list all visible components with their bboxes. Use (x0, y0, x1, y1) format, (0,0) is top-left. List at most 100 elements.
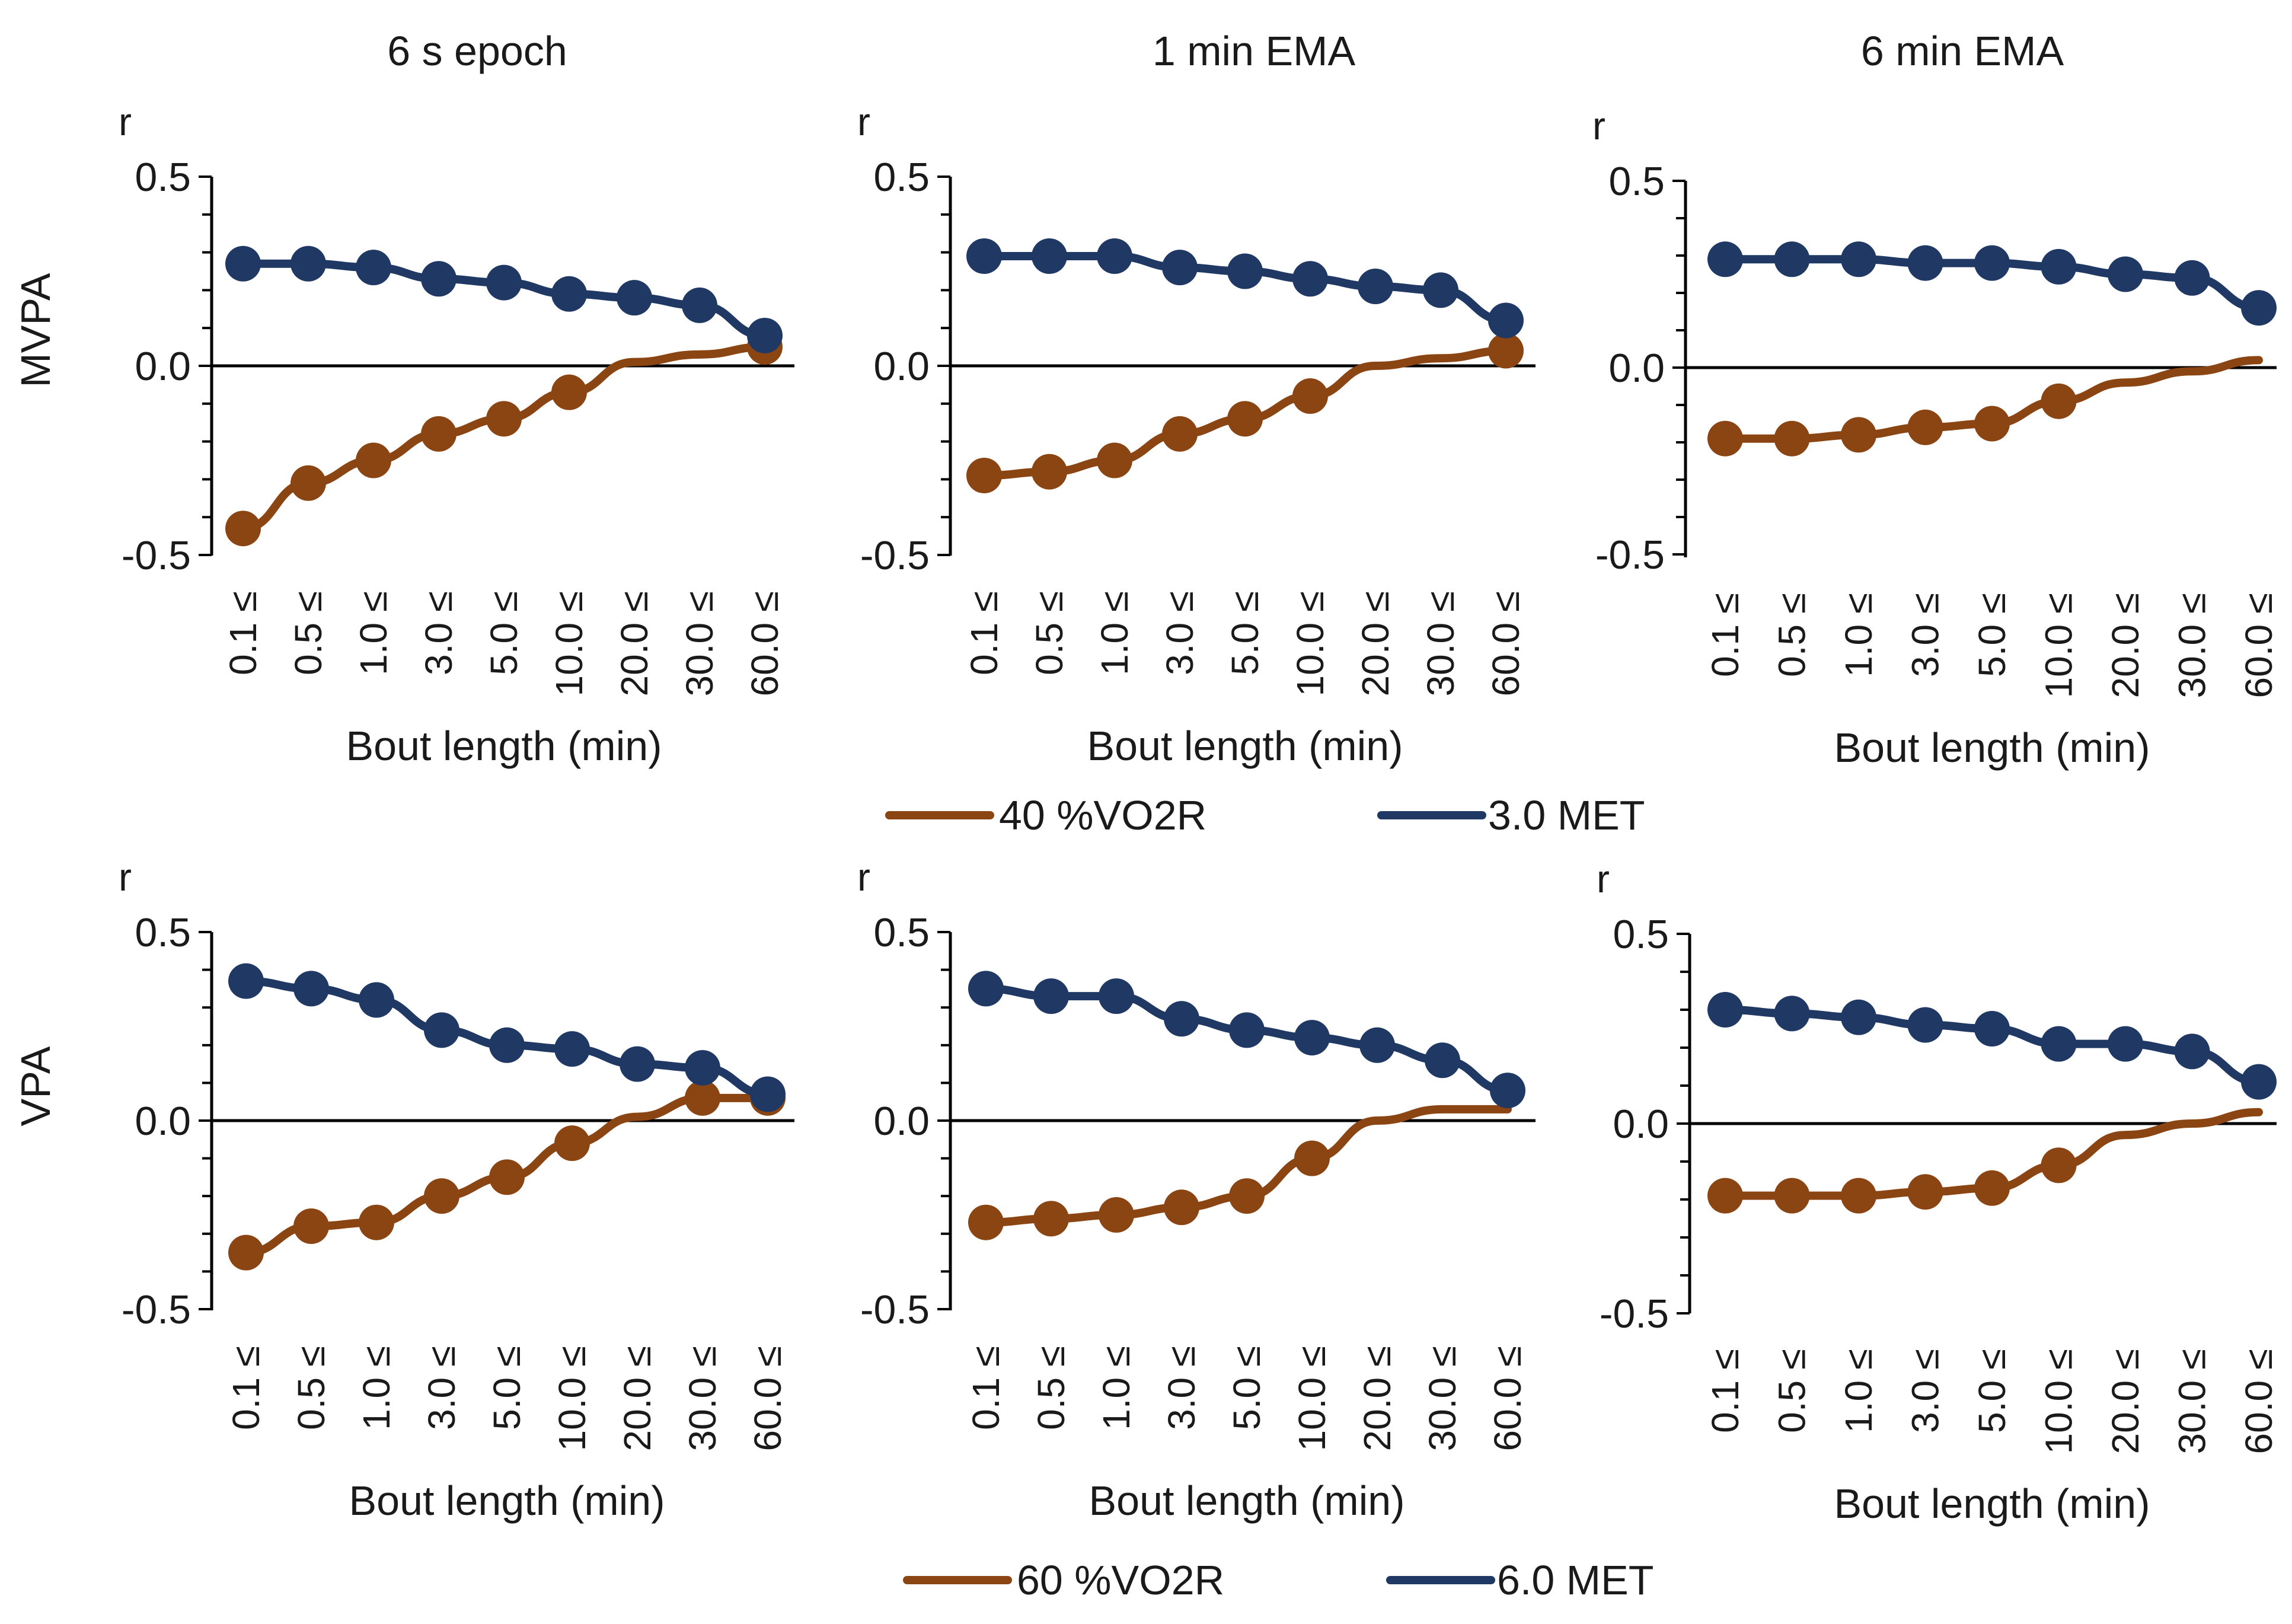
data-point (1097, 442, 1132, 478)
data-point (486, 401, 522, 437)
data-point (1032, 238, 1067, 274)
data-point (1974, 245, 2010, 281)
data-point (1162, 250, 1198, 286)
data-point (489, 1159, 525, 1195)
data-point (1488, 302, 1524, 339)
x-tick-label: 0.5 ≤ (287, 591, 330, 675)
data-point (1359, 1027, 1395, 1063)
legend-label: 60 %VO2R (1017, 1557, 1224, 1603)
y-unit-label: r (119, 855, 132, 899)
y-tick-label: -0.5 (1600, 1291, 1669, 1336)
x-tick-label: 20.0 ≤ (2104, 1349, 2147, 1454)
data-point (1974, 1011, 2010, 1046)
data-point (1707, 241, 1743, 277)
data-point (1032, 454, 1067, 490)
data-point (2041, 1147, 2077, 1183)
x-tick-label: 0.1 ≤ (963, 591, 1005, 675)
x-tick-label: 30.0 ≤ (678, 591, 721, 696)
data-point (1229, 1012, 1265, 1048)
data-point (1164, 1189, 1199, 1226)
y-unit-label: r (119, 100, 132, 143)
data-point (228, 1234, 264, 1271)
legend-label: 6.0 MET (1497, 1557, 1654, 1603)
data-point (1033, 978, 1069, 1014)
x-tick-label: 10.0 ≤ (1291, 1346, 1333, 1451)
data-point (1097, 238, 1132, 274)
data-point (293, 971, 329, 1007)
data-point (2241, 290, 2277, 326)
data-point (356, 442, 391, 478)
x-tick-label: 5.0 ≤ (1971, 593, 2013, 677)
data-point (356, 250, 391, 286)
y-axis-label: MVPA (12, 273, 59, 387)
y-tick-label: -0.5 (860, 533, 930, 578)
x-tick-label: 20.0 ≤ (613, 591, 656, 696)
x-tick-label: 3.0 ≤ (1904, 1349, 1947, 1433)
data-point (685, 1080, 720, 1116)
data-point (1162, 416, 1198, 452)
data-point (2108, 1026, 2143, 1062)
x-tick-label: 20.0 ≤ (616, 1346, 659, 1451)
data-point (489, 1027, 525, 1063)
data-point (1425, 1042, 1460, 1079)
x-tick-label: 1.0 ≤ (355, 1346, 398, 1430)
data-point (966, 238, 1002, 274)
data-point (2174, 260, 2210, 296)
data-point (359, 1204, 394, 1240)
data-point (1774, 996, 1810, 1032)
data-point (1907, 245, 1943, 281)
data-point (2041, 383, 2077, 419)
data-point (1841, 999, 1876, 1035)
data-point (1292, 378, 1328, 414)
data-point (685, 1049, 720, 1086)
y-tick-label: -0.5 (860, 1287, 930, 1332)
data-point (551, 276, 587, 312)
data-point (682, 287, 717, 323)
x-tick-label: 10.0 ≤ (1289, 591, 1332, 696)
x-tick-label: 10.0 ≤ (2038, 593, 2080, 698)
x-tick-label: 0.1 ≤ (965, 1346, 1007, 1430)
x-tick-label: 1.0 ≤ (1837, 1349, 1880, 1433)
x-axis-label: Bout length (min) (1087, 723, 1403, 769)
x-tick-label: 0.5 ≤ (1771, 593, 1814, 677)
data-point (359, 982, 394, 1018)
data-point (1774, 420, 1810, 457)
y-unit-label: r (857, 100, 870, 143)
data-point (1227, 253, 1263, 289)
data-point (1841, 417, 1876, 453)
legend-1: 40 %VO2R 3.0 MET (885, 792, 1645, 838)
x-tick-label: 3.0 ≤ (1158, 591, 1201, 675)
x-tick-label: 3.0 ≤ (417, 591, 460, 675)
x-tick-label: 20.0 ≤ (2104, 593, 2147, 698)
data-point (2041, 1026, 2077, 1062)
data-point (1229, 1178, 1265, 1214)
x-tick-label: 10.0 ≤ (551, 1346, 593, 1451)
data-point (421, 261, 457, 297)
data-point (228, 963, 264, 999)
chart-panel-1: 6 s epoch MVPA r0.5 0.0 -0.5 0.1 ≤ 0.5 ≤ 1.0 ≤ 3… (12, 28, 794, 769)
data-point (2108, 256, 2143, 292)
y-tick-label: 0.5 (135, 155, 191, 200)
x-tick-label: 0.1 ≤ (1704, 593, 1747, 677)
data-point (1033, 1201, 1069, 1237)
x-tick-label: 60.0 ≤ (743, 591, 786, 696)
data-point (750, 1076, 786, 1112)
data-point (1294, 1140, 1330, 1176)
x-tick-label: 30.0 ≤ (1419, 591, 1462, 696)
data-point (1907, 1174, 1943, 1210)
y-tick-label: -0.5 (1595, 532, 1665, 578)
data-point (1099, 1197, 1134, 1233)
data-point (424, 1012, 459, 1048)
data-point (1294, 1020, 1330, 1056)
x-tick-label: 10.0 ≤ (2038, 1349, 2080, 1454)
data-point (1488, 333, 1524, 369)
x-tick-label: 60.0 ≤ (1486, 1346, 1529, 1451)
y-tick-label: 0.0 (1613, 1102, 1669, 1147)
data-point (2041, 248, 2077, 285)
data-point (1707, 992, 1743, 1028)
y-unit-label: r (1597, 857, 1610, 901)
x-tick-label: 1.0 ≤ (352, 591, 395, 675)
data-point (1974, 406, 2010, 442)
x-tick-label: 60.0 ≤ (746, 1346, 789, 1451)
series-line-vo2r (239, 343, 769, 533)
